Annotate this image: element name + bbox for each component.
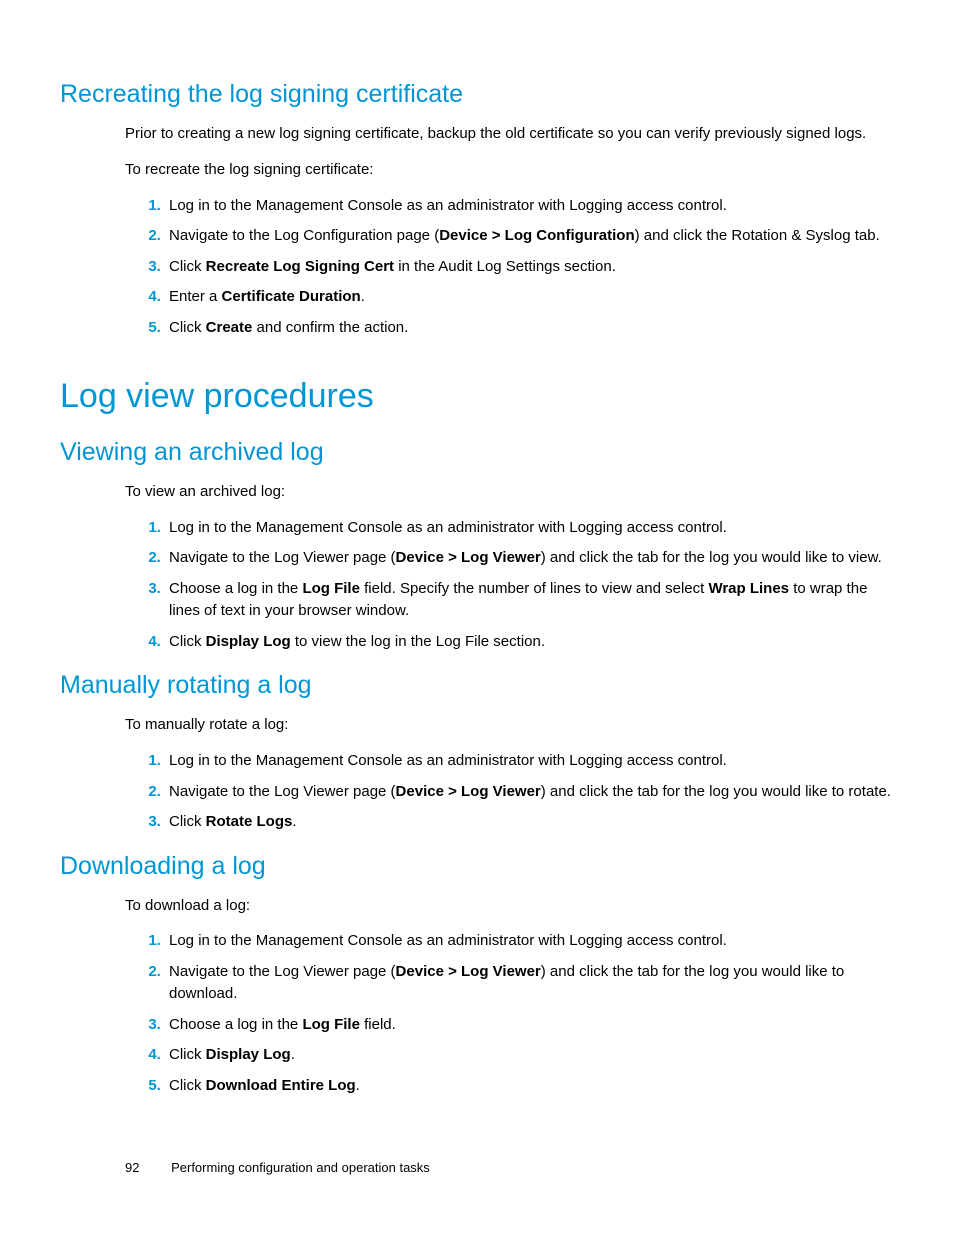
steps-list-rotating: Log in to the Management Console as an a…: [125, 750, 894, 834]
heading-viewing-archived: Viewing an archived log: [60, 438, 894, 467]
step-item: Click Download Entire Log.: [165, 1075, 894, 1098]
document-page: Recreating the log signing certificate P…: [0, 0, 954, 1235]
page-number: 92: [125, 1160, 139, 1175]
step-item: Log in to the Management Console as an a…: [165, 195, 894, 218]
step-item: Enter a Certificate Duration.: [165, 286, 894, 309]
step-item: Log in to the Management Console as an a…: [165, 930, 894, 953]
steps-list-viewing: Log in to the Management Console as an a…: [125, 517, 894, 654]
heading-downloading: Downloading a log: [60, 852, 894, 881]
step-item: Navigate to the Log Viewer page (Device …: [165, 547, 894, 570]
step-item: Navigate to the Log Viewer page (Device …: [165, 961, 894, 1006]
step-item: Click Rotate Logs.: [165, 811, 894, 834]
heading-log-view-procedures: Log view procedures: [60, 377, 894, 416]
lead-text: To download a log:: [125, 895, 894, 917]
step-item: Click Create and confirm the action.: [165, 317, 894, 340]
step-item: Click Recreate Log Signing Cert in the A…: [165, 256, 894, 279]
step-item: Log in to the Management Console as an a…: [165, 517, 894, 540]
heading-manually-rotating: Manually rotating a log: [60, 671, 894, 700]
heading-recreating-cert: Recreating the log signing certificate: [60, 80, 894, 109]
step-item: Navigate to the Log Configuration page (…: [165, 225, 894, 248]
steps-list-downloading: Log in to the Management Console as an a…: [125, 930, 894, 1097]
steps-list-recreating: Log in to the Management Console as an a…: [125, 195, 894, 340]
intro-paragraph: Prior to creating a new log signing cert…: [125, 123, 894, 145]
step-item: Click Display Log.: [165, 1044, 894, 1067]
lead-text: To manually rotate a log:: [125, 714, 894, 736]
lead-text: To recreate the log signing certificate:: [125, 159, 894, 181]
step-item: Navigate to the Log Viewer page (Device …: [165, 781, 894, 804]
lead-text: To view an archived log:: [125, 481, 894, 503]
footer-chapter: Performing configuration and operation t…: [171, 1160, 430, 1175]
step-item: Choose a log in the Log File field. Spec…: [165, 578, 894, 623]
step-item: Log in to the Management Console as an a…: [165, 750, 894, 773]
page-footer: 92 Performing configuration and operatio…: [125, 1160, 430, 1175]
step-item: Click Display Log to view the log in the…: [165, 631, 894, 654]
step-item: Choose a log in the Log File field.: [165, 1014, 894, 1037]
